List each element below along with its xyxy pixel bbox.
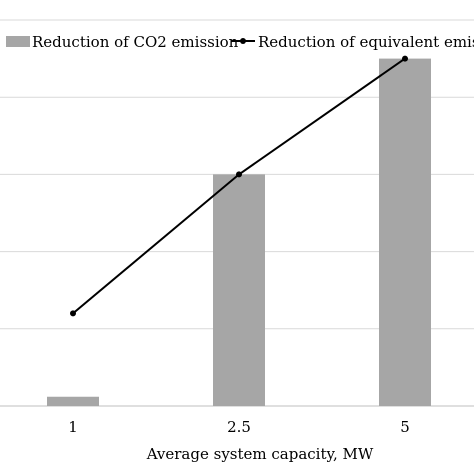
legend-line-label: Reduction of equivalent emissi <box>258 33 474 51</box>
bar-2.5 <box>213 174 265 406</box>
legend-line-marker <box>240 38 246 44</box>
legend-bar-label: Reduction of CO2 emission <box>32 33 239 51</box>
x-axis-label: Average system capacity, MW <box>146 445 374 463</box>
bar-series <box>47 58 431 406</box>
x-tick-labels: 1 2.5 5 <box>68 418 410 436</box>
line-point-1 <box>70 310 76 317</box>
bar-1 <box>47 396 99 406</box>
legend: Reduction of CO2 emission Reduction of e… <box>6 33 474 51</box>
x-tick-label: 5 <box>400 418 410 436</box>
line-series <box>70 55 408 317</box>
line-point-2.5 <box>236 171 242 178</box>
x-tick-label: 1 <box>68 418 78 436</box>
line-point-5 <box>402 55 408 62</box>
x-tick-label: 2.5 <box>227 418 251 436</box>
legend-bar-swatch <box>6 36 30 47</box>
bar-5 <box>379 58 431 406</box>
